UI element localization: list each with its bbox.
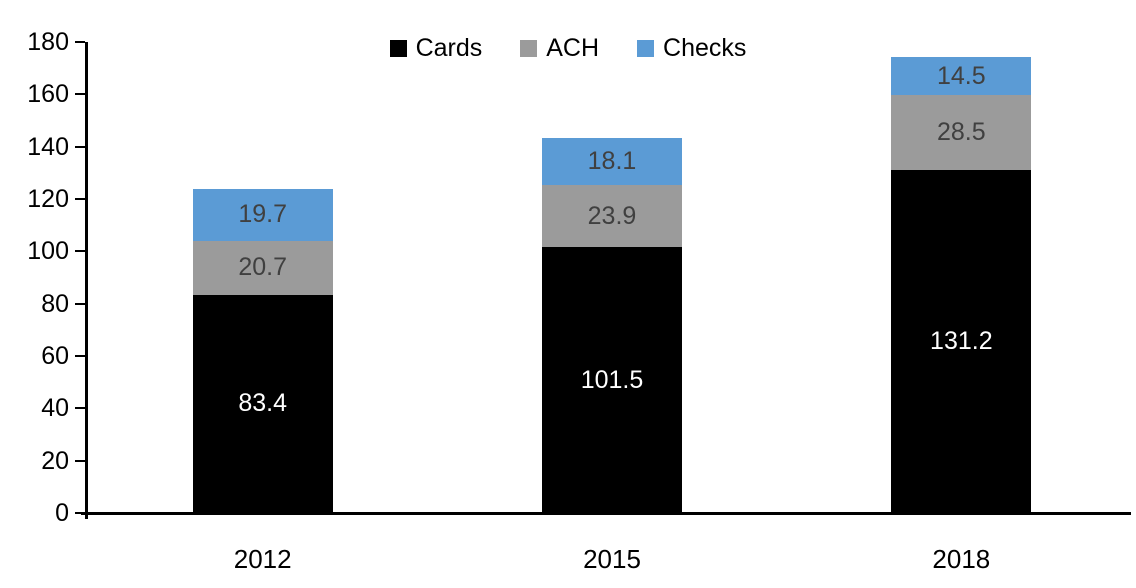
legend-swatch-icon <box>520 40 538 57</box>
y-tick <box>75 407 85 410</box>
y-tick-label: 180 <box>27 28 69 56</box>
y-tick-label: 20 <box>41 446 69 475</box>
legend-label: Checks <box>663 34 747 62</box>
y-tick <box>75 250 85 253</box>
bar-segment-cards: 101.5 <box>542 247 682 513</box>
y-tick <box>75 198 85 200</box>
x-category-label: 2015 <box>583 544 641 574</box>
y-tick <box>75 302 85 305</box>
bar-value-label: 101.5 <box>580 365 644 394</box>
y-tick <box>75 93 85 96</box>
bar-segment-checks: 18.1 <box>542 137 682 185</box>
bar-value-label: 28.5 <box>936 117 986 146</box>
bar-segment-cards: 131.2 <box>891 169 1032 513</box>
bar-value-label: 19.7 <box>238 200 287 229</box>
legend-swatch-icon <box>389 40 407 57</box>
legend-swatch-icon <box>637 40 655 57</box>
y-tick-label: 60 <box>41 342 69 370</box>
bar-segment-ach: 20.7 <box>192 240 333 295</box>
y-tick-label: 40 <box>41 394 69 423</box>
legend-label: ACH <box>546 34 600 62</box>
y-tick <box>75 355 85 357</box>
y-tick-label: 120 <box>27 185 69 213</box>
x-axis <box>81 512 1131 515</box>
y-tick <box>75 145 85 148</box>
bar-segment-checks: 19.7 <box>192 189 333 241</box>
y-tick-label: 100 <box>27 237 69 266</box>
x-category-label: 2012 <box>233 544 292 574</box>
bar-value-label: 20.7 <box>238 253 287 282</box>
bar-value-label: 83.4 <box>238 389 287 418</box>
bar-segment-ach: 28.5 <box>891 95 1032 170</box>
bar-segment-ach: 23.9 <box>542 184 682 248</box>
legend-item-cards: Cards <box>389 34 483 62</box>
y-tick-label: 140 <box>27 132 69 161</box>
y-tick <box>75 459 85 462</box>
bar-value-label: 14.5 <box>936 61 986 90</box>
bar-segment-cards: 83.4 <box>192 294 333 513</box>
y-tick-label: 160 <box>27 80 69 109</box>
y-tick <box>75 512 85 514</box>
legend-item-checks: Checks <box>637 36 746 61</box>
chart-legend: Cards ACH Checks <box>0 36 1136 61</box>
x-category-label: 2018 <box>932 544 991 574</box>
legend-item-ach: ACH <box>520 36 599 61</box>
y-axis <box>85 42 88 519</box>
bar-segment-checks: 14.5 <box>891 57 1032 96</box>
legend-label: Cards <box>415 34 483 62</box>
y-tick-label: 0 <box>55 499 69 527</box>
bar-value-label: 18.1 <box>587 146 637 175</box>
y-tick-label: 80 <box>41 289 69 318</box>
bar-value-label: 23.9 <box>587 201 637 230</box>
bar-value-label: 131.2 <box>930 326 993 355</box>
y-tick <box>75 41 85 43</box>
